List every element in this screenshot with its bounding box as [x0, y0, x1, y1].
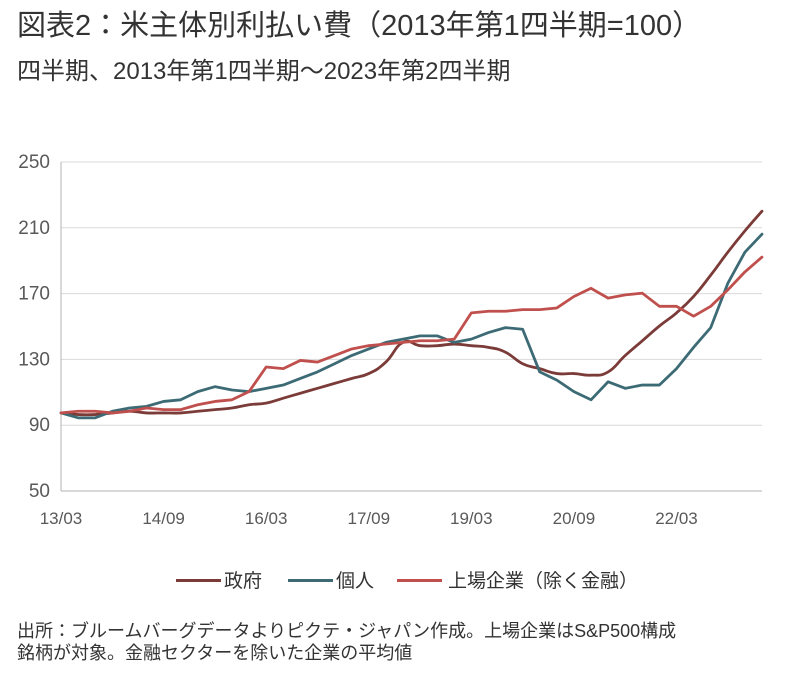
svg-text:22/03: 22/03 — [655, 509, 698, 528]
svg-text:130: 130 — [18, 349, 50, 370]
svg-text:14/09: 14/09 — [142, 509, 185, 528]
svg-text:250: 250 — [18, 152, 50, 173]
svg-text:170: 170 — [18, 284, 50, 305]
svg-text:17/09: 17/09 — [348, 509, 391, 528]
svg-text:50: 50 — [29, 481, 50, 502]
svg-text:90: 90 — [29, 415, 50, 436]
svg-text:19/03: 19/03 — [450, 509, 493, 528]
svg-text:210: 210 — [18, 218, 50, 239]
svg-text:13/03: 13/03 — [40, 509, 83, 528]
svg-text:20/09: 20/09 — [553, 509, 596, 528]
svg-text:16/03: 16/03 — [245, 509, 288, 528]
